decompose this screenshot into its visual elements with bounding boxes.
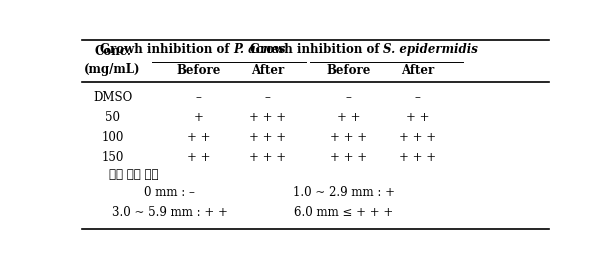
Text: P. acnes: P. acnes bbox=[233, 43, 286, 56]
Text: + + +: + + + bbox=[249, 131, 286, 144]
Text: After: After bbox=[401, 64, 434, 77]
Text: 6.0 mm ≤ + + +: 6.0 mm ≤ + + + bbox=[294, 206, 394, 219]
Text: 150: 150 bbox=[101, 151, 124, 164]
Text: 항균 활성 직경: 항균 활성 직경 bbox=[109, 168, 159, 181]
Text: + +: + + bbox=[337, 111, 360, 124]
Text: Before: Before bbox=[177, 64, 221, 77]
Text: S. epidermidis: S. epidermidis bbox=[383, 43, 478, 56]
Text: + +: + + bbox=[406, 111, 429, 124]
Text: 0 mm : –: 0 mm : – bbox=[145, 186, 195, 199]
Text: Growh inhibition of: Growh inhibition of bbox=[100, 43, 233, 56]
Text: Growh inhibition of: Growh inhibition of bbox=[250, 43, 383, 56]
Text: DMSO: DMSO bbox=[93, 91, 132, 104]
Text: + + +: + + + bbox=[399, 151, 436, 164]
Text: Before: Before bbox=[327, 64, 371, 77]
Text: + +: + + bbox=[187, 131, 210, 144]
Text: + + +: + + + bbox=[249, 151, 286, 164]
Text: –: – bbox=[415, 91, 421, 104]
Text: 1.0 ~ 2.9 mm : +: 1.0 ~ 2.9 mm : + bbox=[293, 186, 395, 199]
Text: + +: + + bbox=[187, 151, 210, 164]
Text: Conc.
(mg/mL): Conc. (mg/mL) bbox=[84, 45, 141, 76]
Text: + + +: + + + bbox=[399, 131, 436, 144]
Text: 3.0 ~ 5.9 mm : + +: 3.0 ~ 5.9 mm : + + bbox=[112, 206, 228, 219]
Text: 50: 50 bbox=[105, 111, 120, 124]
Text: + + +: + + + bbox=[330, 131, 367, 144]
Text: + + +: + + + bbox=[330, 151, 367, 164]
Text: +: + bbox=[194, 111, 204, 124]
Text: –: – bbox=[346, 91, 352, 104]
Text: After: After bbox=[251, 64, 284, 77]
Text: –: – bbox=[264, 91, 271, 104]
Text: –: – bbox=[196, 91, 201, 104]
Text: + + +: + + + bbox=[249, 111, 286, 124]
Text: 100: 100 bbox=[101, 131, 124, 144]
